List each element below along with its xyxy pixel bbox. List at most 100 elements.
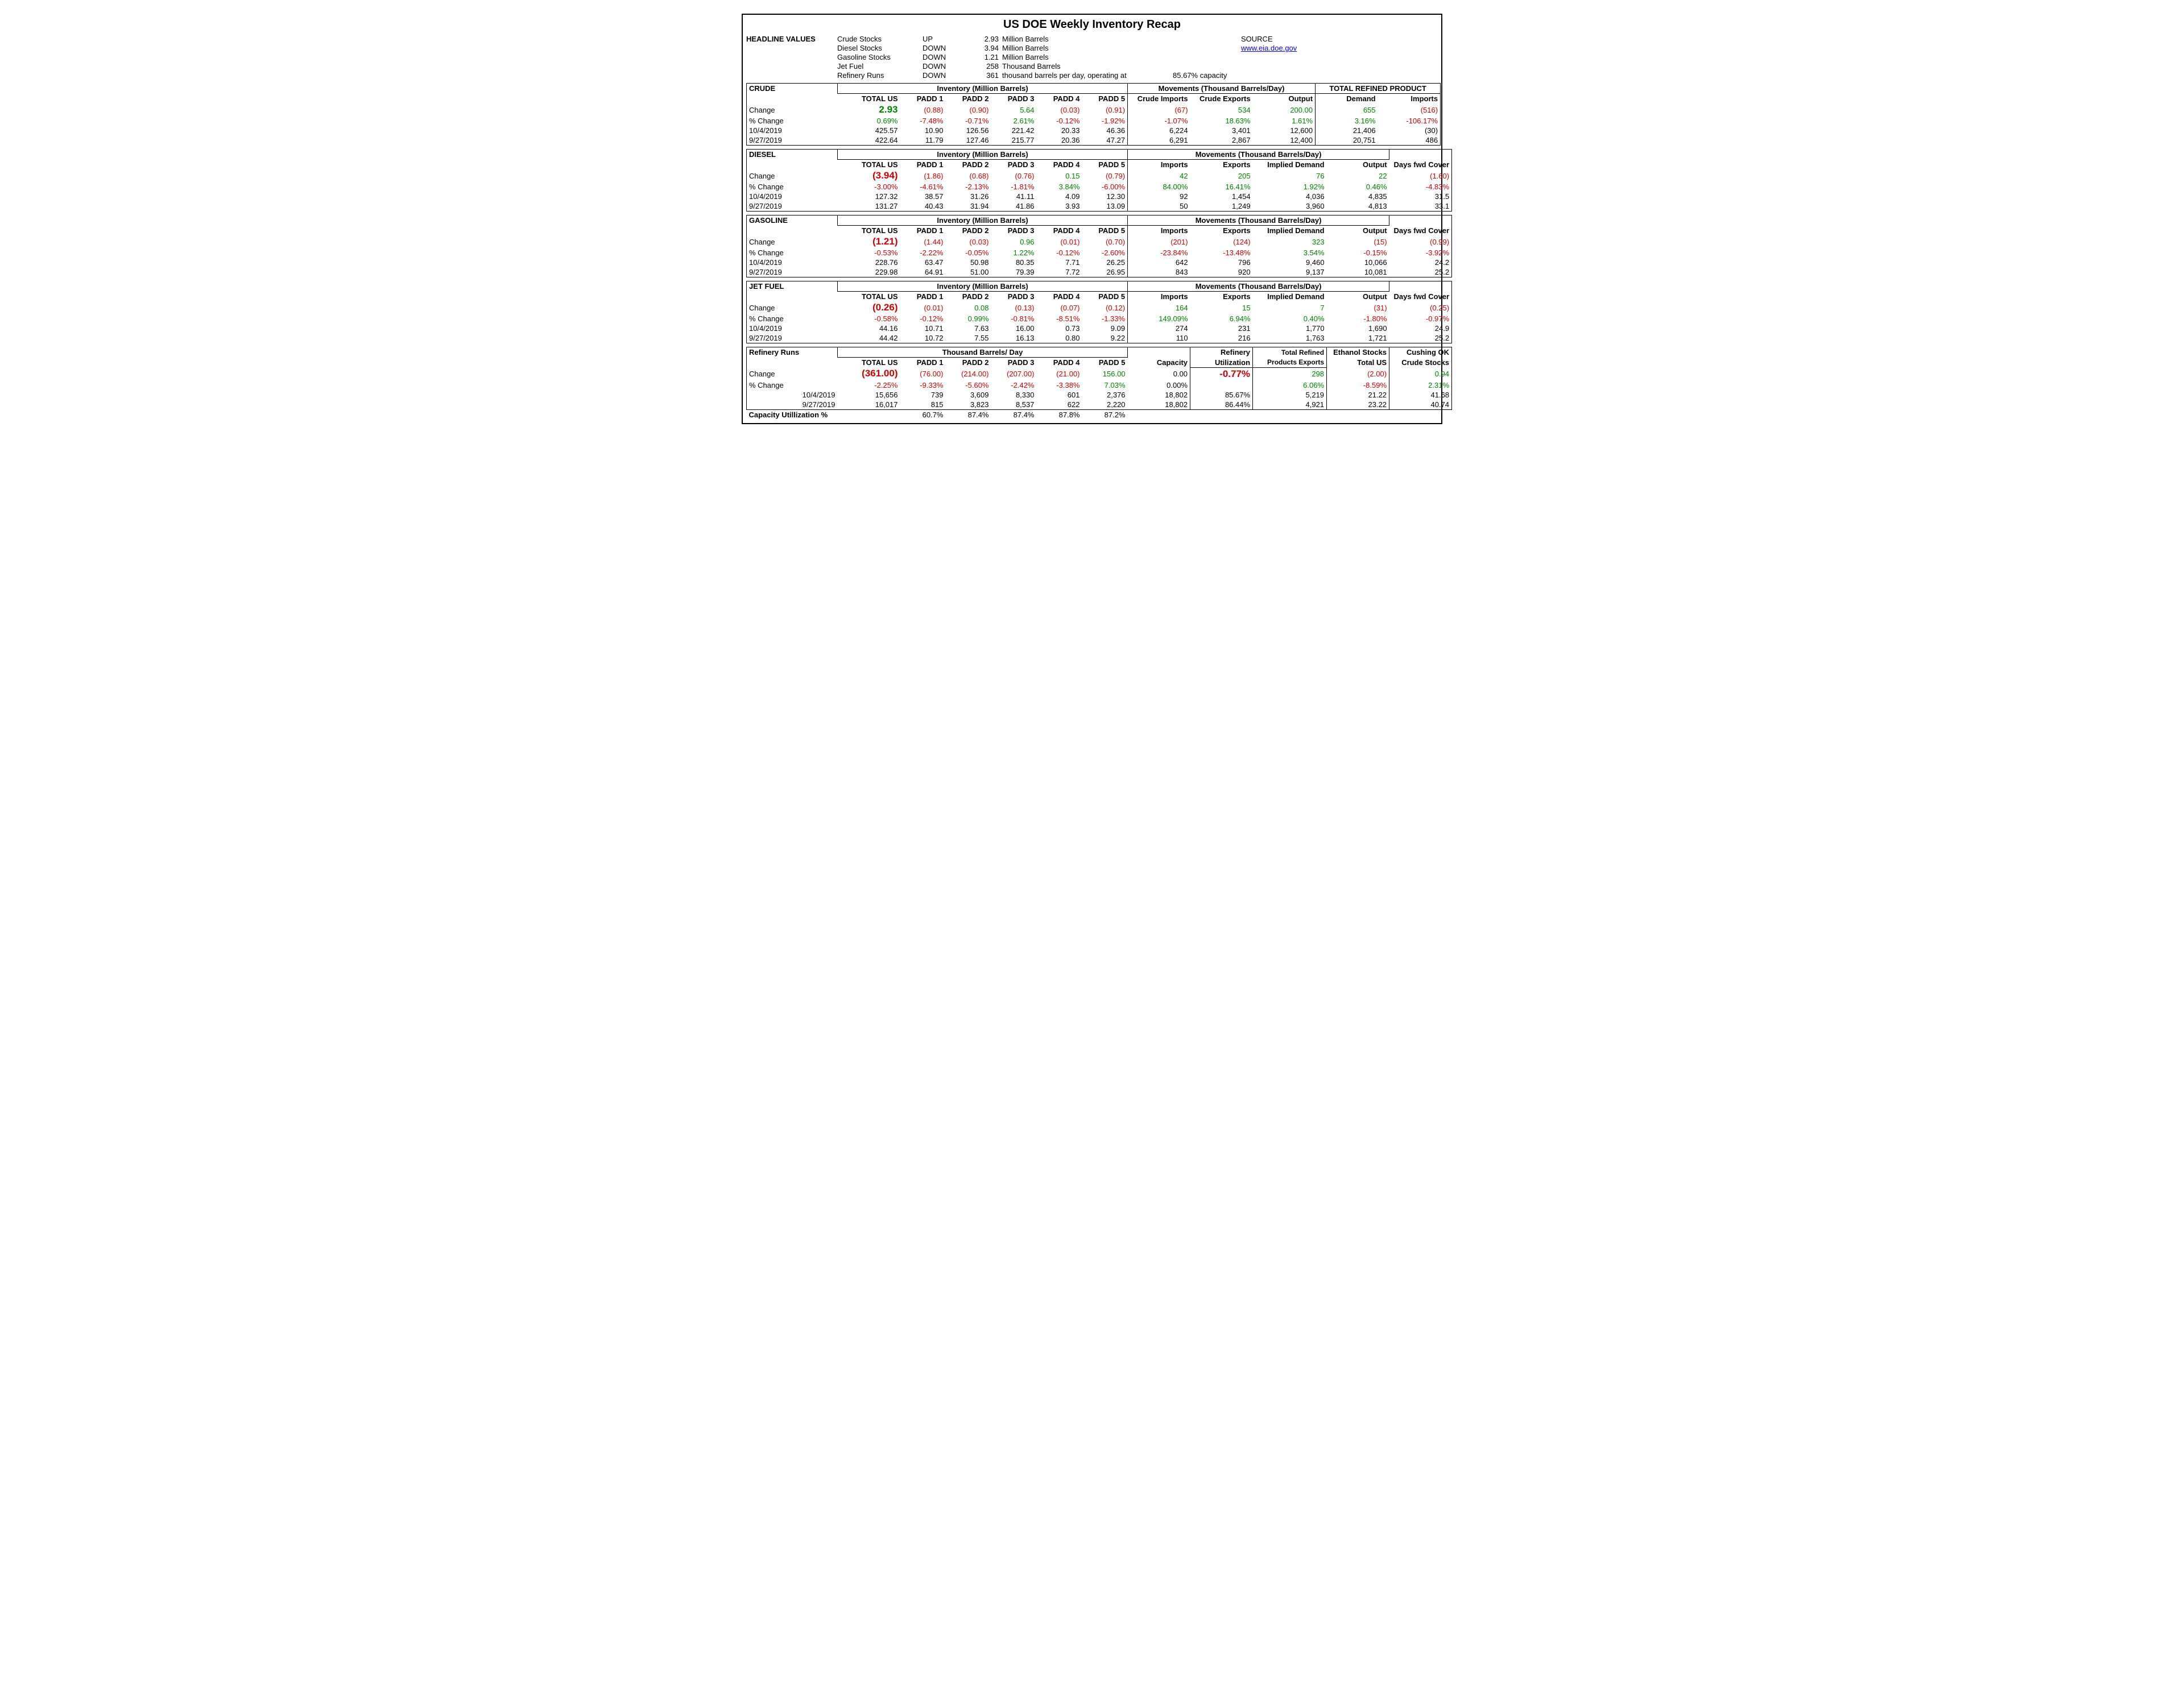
crude-pct-cimp: -1.07%: [1128, 116, 1190, 126]
crude-prev-imp: 486: [1378, 135, 1441, 146]
gasoline-curr-total: 228.76: [838, 258, 900, 267]
gasoline-pct-imp: -23.84%: [1128, 248, 1190, 258]
gasoline-change-idem: 323: [1253, 235, 1327, 248]
jet-prev-p4: 0.80: [1037, 333, 1082, 343]
row-change: Change: [747, 235, 838, 248]
crude-pct-cexp: 18.63%: [1190, 116, 1253, 126]
gasoline-pct-idem: 3.54%: [1253, 248, 1327, 258]
diesel-pct-out: 0.46%: [1327, 182, 1389, 192]
col-imp: Imports: [1128, 292, 1190, 302]
crude-curr-out: 12,600: [1253, 126, 1316, 135]
row-change: Change: [747, 169, 838, 182]
col-p5: PADD 5: [1082, 358, 1128, 368]
runs-curr-p1: 739: [900, 390, 946, 400]
jet-curr-dfc: 24.9: [1389, 324, 1452, 333]
col-p1: PADD 1: [900, 358, 946, 368]
crude-curr-dem: 21,406: [1316, 126, 1378, 135]
col-idem: Implied Demand: [1253, 226, 1327, 236]
jet-prev-p2: 7.55: [946, 333, 991, 343]
col-total: TOTAL US: [838, 226, 900, 236]
jet-mov-head: Movements (Thousand Barrels/Day): [1128, 281, 1389, 292]
diesel-curr-dfc: 31.5: [1389, 192, 1452, 201]
crude-prev-p2: 127.46: [946, 135, 991, 146]
crude-curr-p4: 20.33: [1037, 126, 1082, 135]
runs-chg-p4: (21.00): [1037, 367, 1082, 380]
jet-prev-imp: 110: [1128, 333, 1190, 343]
runs-cok: Cushing OK: [1389, 347, 1452, 358]
row-change: Change: [747, 103, 838, 116]
jet-curr-total: 44.16: [838, 324, 900, 333]
runs-curr-p2: 3,609: [946, 390, 991, 400]
col-p3: PADD 3: [991, 94, 1037, 104]
diesel-prev-out: 4,813: [1327, 201, 1389, 212]
col-out: Output: [1327, 226, 1389, 236]
jet-prev-total: 44.42: [838, 333, 900, 343]
col-exp: Exports: [1190, 292, 1253, 302]
diesel-pct-p2: -2.13%: [946, 182, 991, 192]
crude-chg-p4: (0.03): [1037, 103, 1082, 116]
crude-label: CRUDE: [747, 84, 838, 94]
hl-crude-name: Crude Stocks: [837, 35, 923, 43]
row-prev-date: 9/27/2019: [747, 135, 838, 146]
col-exp: Exports: [1190, 226, 1253, 236]
runs-curr-cok: 41.68: [1389, 390, 1452, 400]
runs-chg-p1: (76.00): [900, 367, 946, 380]
runs-prev-eth: 23.22: [1327, 400, 1389, 410]
gasoline-change-exp: (124): [1190, 235, 1253, 248]
diesel-mov-head: Movements (Thousand Barrels/Day): [1128, 150, 1389, 160]
hl-runs-name: Refinery Runs: [837, 71, 923, 80]
jet-curr-p5: 9.09: [1082, 324, 1128, 333]
diesel-prev-imp: 50: [1128, 201, 1190, 212]
diesel-pct-imp: 84.00%: [1128, 182, 1190, 192]
col-p3: PADD 3: [991, 358, 1037, 368]
source-link[interactable]: www.eia.doe.gov: [1241, 44, 1297, 52]
crude-curr-cexp: 3,401: [1190, 126, 1253, 135]
gasoline-prev-imp: 843: [1128, 267, 1190, 277]
hl-runs-val: 361: [968, 71, 1002, 80]
runs-eth2: Total US: [1327, 358, 1389, 368]
crude-prev-out: 12,400: [1253, 135, 1316, 146]
headline-label: HEADLINE VALUES: [746, 35, 837, 43]
gasoline-change-imp: (201): [1128, 235, 1190, 248]
source-label: SOURCE: [1241, 35, 1438, 43]
diesel-curr-total: 127.32: [838, 192, 900, 201]
hl-runs-extra: 85.67% capacity: [1173, 71, 1241, 80]
runs-pct-tre: 6.06%: [1253, 380, 1327, 390]
diesel-pct-dfc: -4.83%: [1389, 182, 1452, 192]
gasoline-change-p4: (0.01): [1037, 235, 1082, 248]
jet-change-idem: 7: [1253, 301, 1327, 314]
report-title: US DOE Weekly Inventory Recap: [746, 16, 1438, 35]
col-exp: Exports: [1190, 160, 1253, 170]
col-p4: PADD 4: [1037, 292, 1082, 302]
col-p1: PADD 1: [900, 160, 946, 170]
crude-prev-p5: 47.27: [1082, 135, 1128, 146]
row-curr: 10/4/2019: [747, 258, 838, 267]
diesel-prev-p4: 3.93: [1037, 201, 1082, 212]
jet-curr-p3: 16.00: [991, 324, 1037, 333]
diesel-pct-p4: 3.84%: [1037, 182, 1082, 192]
gasoline-curr-imp: 642: [1128, 258, 1190, 267]
diesel-chg-total: (3.94): [838, 169, 900, 182]
diesel-prev-exp: 1,249: [1190, 201, 1253, 212]
crude-pct-p1: -7.48%: [900, 116, 946, 126]
runs-prev-cok: 40.74: [1389, 400, 1452, 410]
gasoline-pct-p2: -0.05%: [946, 248, 991, 258]
jet-pct-p3: -0.81%: [991, 314, 1037, 324]
runs-chg-cok: 0.94: [1389, 367, 1452, 380]
col-p1: PADD 1: [900, 292, 946, 302]
jet-prev-out: 1,721: [1327, 333, 1389, 343]
crude-chg-p2: (0.90): [946, 103, 991, 116]
runs-pct-p5: 7.03%: [1082, 380, 1128, 390]
gasoline-change-out: (15): [1327, 235, 1389, 248]
hl-gas-dir: DOWN: [923, 53, 968, 61]
diesel-pct-p1: -4.61%: [900, 182, 946, 192]
jet-pct-idem: 0.40%: [1253, 314, 1327, 324]
runs-pct-util: [1190, 380, 1253, 390]
hl-crude-unit: Million Barrels: [1002, 35, 1173, 43]
col-out: Output: [1327, 160, 1389, 170]
crude-pct-dem: 3.16%: [1316, 116, 1378, 126]
runs-prev-total: 16,017: [838, 400, 900, 410]
hl-gas-val: 1.21: [968, 53, 1002, 61]
crude-curr-p5: 46.36: [1082, 126, 1128, 135]
jet-curr-imp: 274: [1128, 324, 1190, 333]
